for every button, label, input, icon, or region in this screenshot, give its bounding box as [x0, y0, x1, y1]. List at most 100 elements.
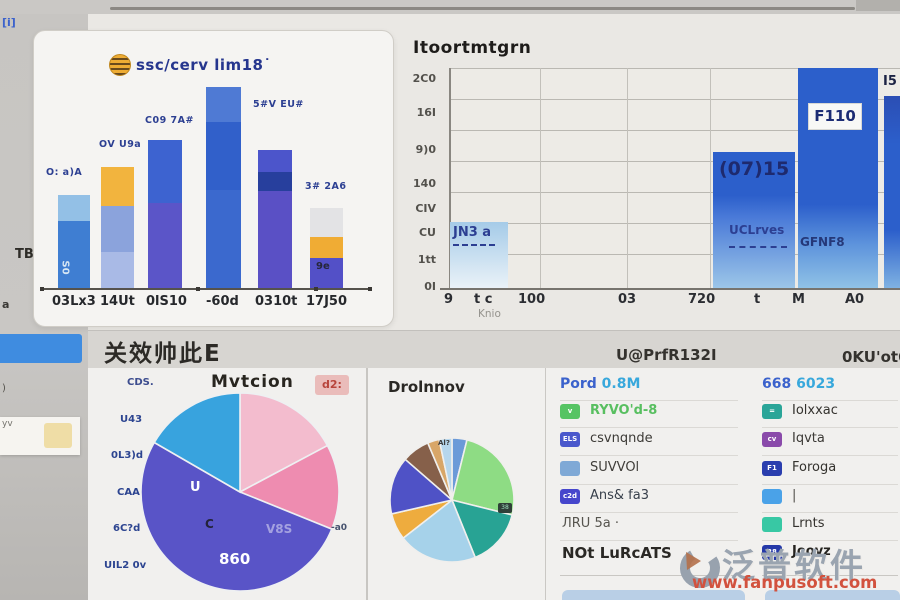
list-item-label[interactable]: NOt LuRcATS: [562, 544, 672, 562]
left-bar-segment: [206, 190, 241, 288]
top-bar-right-block: [856, 0, 900, 11]
pie-slice: [140, 441, 333, 592]
sidebar-fragment-label[interactable]: ): [2, 383, 6, 394]
left-bar-segment: [310, 208, 343, 237]
list-item-label[interactable]: ЛRU 5a ·: [562, 516, 619, 531]
pie2-chip: 38: [498, 503, 512, 513]
sidebar-fragment-label[interactable]: TB: [15, 247, 34, 262]
left-bar-inner-label: 9e: [316, 261, 330, 272]
right-chart-hgridline: [450, 99, 900, 100]
right-chart-bar-label: (07)15: [719, 158, 790, 180]
list-item-icon: [762, 489, 782, 504]
left-bar-segment: [258, 172, 292, 191]
list-separator: [762, 400, 898, 401]
watermark-logo-icon: [674, 540, 726, 598]
list-item-label[interactable]: Ans& fa3: [590, 488, 649, 503]
list-item-label[interactable]: SUVVOl: [590, 460, 640, 475]
list-item-label[interactable]: csvnqnde: [590, 431, 653, 446]
vertical-divider: [545, 368, 546, 600]
list-item-label[interactable]: Joovz: [792, 544, 831, 559]
list-item-label[interactable]: Foroga: [792, 460, 837, 475]
right-chart-dashed-rule: [453, 244, 495, 246]
list-separator: [762, 512, 898, 513]
left-bar-segment: [101, 252, 134, 288]
list-item-icon: =: [762, 404, 782, 419]
left-chart-x-label: 0lS10: [146, 294, 187, 309]
vertical-divider: [366, 368, 368, 600]
left-chart-axis-tick: [196, 287, 200, 291]
list-separator: [560, 484, 738, 485]
list-item-label[interactable]: Iqvta: [792, 431, 825, 446]
pie-slice: [402, 498, 477, 563]
pie-slice: [451, 438, 515, 516]
right-chart-title: Itoortmtgrn: [413, 38, 532, 58]
left-bar-segment: [101, 167, 134, 206]
pie2-title: Drolnnov: [388, 378, 465, 396]
right-chart-vgridline: [540, 68, 541, 288]
right-chart-vgridline: [710, 68, 711, 288]
left-chart-x-label: -60d: [206, 294, 239, 309]
pie1-overlay-label: C: [205, 517, 214, 531]
list-item-icon: [762, 517, 782, 532]
list-item-label[interactable]: Iolxxac: [792, 403, 838, 418]
sidebar-fragment-label[interactable]: yv: [2, 419, 13, 429]
left-bar-value-label: C09 7A#: [145, 115, 194, 126]
pie-slice: [450, 498, 514, 559]
right-chart-hgridline: [450, 192, 900, 193]
list-item-icon: F1: [762, 461, 782, 476]
top-bar-accent-line: [110, 7, 855, 10]
list-item-label[interactable]: |: [792, 488, 797, 503]
right-chart-y-label: 16I: [416, 106, 436, 119]
right-chart-x-label: 03: [618, 292, 637, 307]
pie-slice: [438, 437, 453, 501]
right-chart-y-label: 0I: [424, 280, 436, 293]
left-bar-segment: [206, 122, 241, 190]
right-chart-bar: [798, 68, 878, 288]
pie1-overlay-label: -a0: [331, 523, 348, 533]
pie-slice: [389, 458, 454, 515]
right-chart-x-label: t: [754, 292, 761, 307]
sidebar-item-selected[interactable]: [0, 334, 82, 363]
left-chart-x-label: 03Lx3: [52, 294, 96, 309]
list-separator: [560, 512, 738, 513]
pie1-chart: [137, 389, 343, 595]
list-item-label[interactable]: RYVO'd-8: [590, 403, 658, 418]
right-chart-bar-label: JN3 a: [453, 225, 492, 240]
bottom-right-button[interactable]: [765, 590, 900, 600]
list-separator: [762, 455, 898, 456]
right-chart-bar: [713, 152, 795, 288]
list-left-summary-part: 0.8M: [596, 376, 641, 392]
list-separator: [560, 400, 738, 401]
right-chart-y-label: 140: [413, 177, 436, 190]
left-chart-x-label: 14Ut: [100, 294, 135, 309]
pie-slice: [153, 392, 241, 494]
list-item-label[interactable]: Lrnts: [792, 516, 825, 531]
pie1-side-label: UIL2 0v: [104, 560, 147, 571]
left-bar-segment: [148, 203, 182, 288]
right-chart-hgridline: [450, 254, 900, 255]
right-chart-hgridline: [450, 223, 900, 224]
list-left-summary-row[interactable]: Pord 0.8M: [560, 376, 640, 392]
list-right-summary-row[interactable]: 668 6023: [762, 376, 835, 392]
right-chart-bar-label: GFNF8: [800, 235, 845, 249]
bottom-left-button[interactable]: [562, 590, 745, 600]
list-separator: [560, 455, 738, 456]
left-bar-value-label: OV U9a: [99, 139, 142, 150]
list-item-icon: cv: [762, 432, 782, 447]
pie1-side-label: 0L3)d: [111, 450, 144, 461]
left-bar-segment: [101, 206, 134, 252]
list-left-header: U@PrfR132I: [616, 346, 717, 364]
left-chart-axis: [40, 288, 372, 290]
left-bar-segment: [258, 191, 292, 288]
pie1-badge[interactable]: d2:: [315, 375, 349, 395]
sidebar-app-icon[interactable]: [i]: [2, 16, 16, 29]
left-bar-segment: [58, 195, 90, 221]
left-chart-x-label: 0310t: [255, 294, 298, 309]
sidebar-item-highlighted[interactable]: [0, 417, 80, 455]
right-chart-bar: [450, 222, 508, 288]
pie1-side-label: U43: [120, 414, 143, 425]
left-chart-axis-tick: [368, 287, 372, 291]
pie-slice: [238, 444, 340, 531]
sidebar-fragment-label[interactable]: a: [2, 298, 10, 311]
list-bottom-rule: [560, 575, 738, 576]
